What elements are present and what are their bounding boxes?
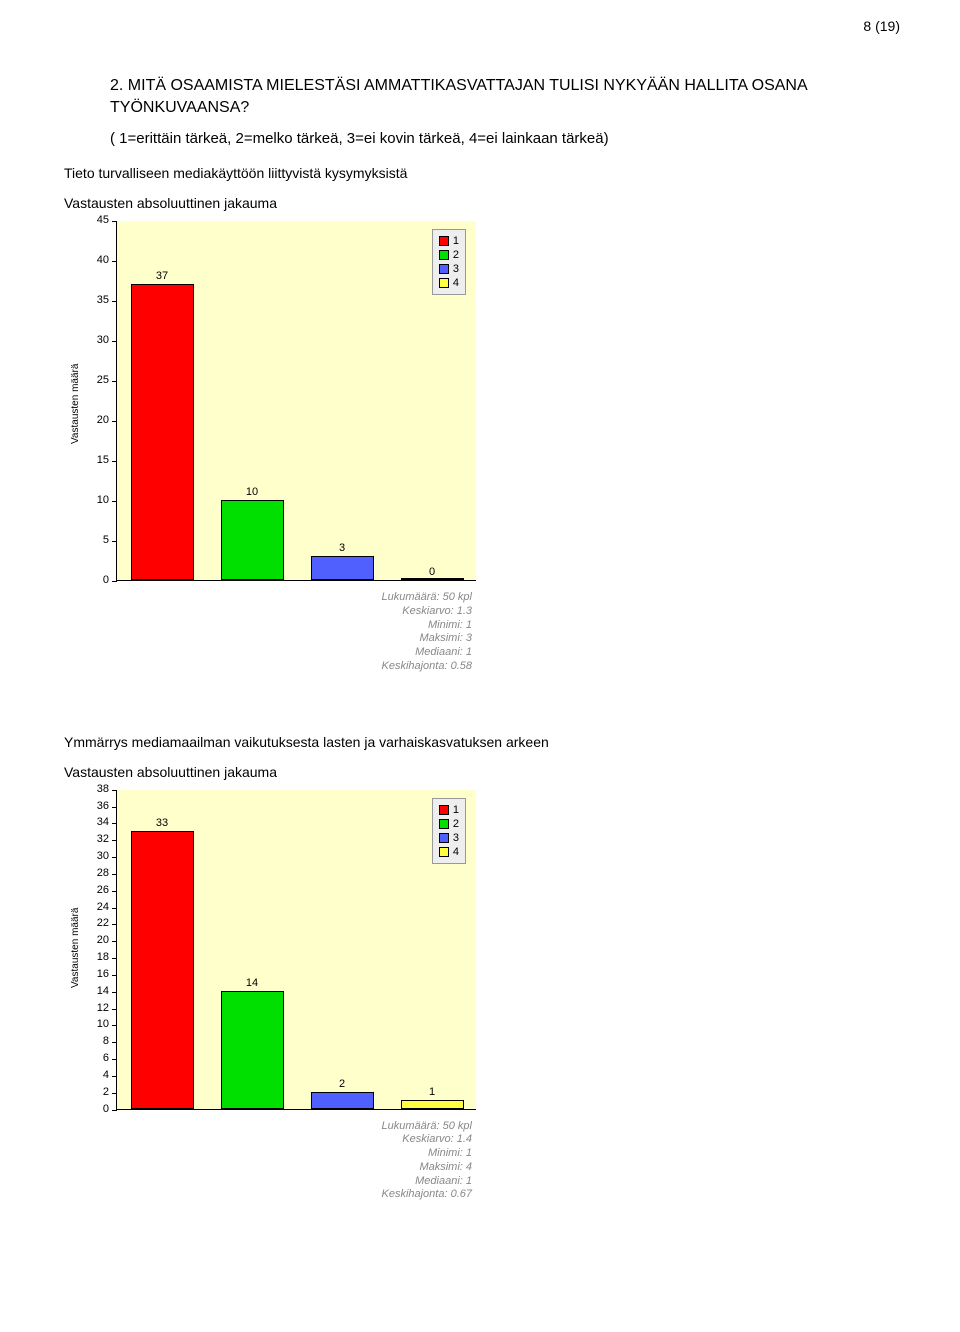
legend: 1 2 3 4 — [432, 798, 466, 864]
bar-3 — [311, 556, 374, 580]
legend-swatch — [439, 264, 449, 274]
legend-item: 1 — [439, 803, 459, 817]
bar-1 — [131, 284, 194, 580]
legend-item: 4 — [439, 845, 459, 859]
legend-label: 2 — [453, 249, 459, 261]
legend-item: 1 — [439, 234, 459, 248]
bar-value-label: 3 — [311, 542, 374, 554]
bar-4 — [401, 1100, 464, 1108]
legend-label: 1 — [453, 235, 459, 247]
bar-2 — [221, 991, 284, 1109]
y-axis-label: Vastausten määrä — [70, 908, 81, 988]
chart2-title: Ymmärrys mediamaailman vaikutuksesta las… — [64, 734, 900, 750]
y-axis-label: Vastausten määrä — [70, 364, 81, 444]
legend-label: 2 — [453, 818, 459, 830]
bar-value-label: 33 — [131, 817, 194, 829]
bar-value-label: 2 — [311, 1078, 374, 1090]
chart1-stats: Lukumäärä: 50 kplKeskiarvo: 1.3Minimi: 1… — [60, 591, 472, 674]
page-number: 8 (19) — [863, 18, 900, 34]
legend-item: 3 — [439, 262, 459, 276]
chart-plot-area: 0510152025303540453710301234 — [116, 221, 476, 581]
bar-value-label: 1 — [401, 1086, 464, 1098]
legend-swatch — [439, 236, 449, 246]
legend-swatch — [439, 847, 449, 857]
chart2-stats: Lukumäärä: 50 kplKeskiarvo: 1.4Minimi: 1… — [60, 1120, 472, 1203]
legend-swatch — [439, 805, 449, 815]
chart1-title: Tieto turvalliseen mediakäyttöön liittyv… — [64, 165, 900, 181]
legend-swatch — [439, 278, 449, 288]
legend-item: 2 — [439, 817, 459, 831]
chart2: 0246810121416182022242628303234363833142… — [64, 790, 476, 1110]
legend-swatch — [439, 250, 449, 260]
legend-label: 4 — [453, 277, 459, 289]
legend-item: 4 — [439, 276, 459, 290]
bar-value-label: 10 — [221, 486, 284, 498]
bar-2 — [221, 500, 284, 580]
legend-label: 3 — [453, 832, 459, 844]
bar-value-label: 0 — [401, 566, 464, 578]
bar-3 — [311, 1092, 374, 1109]
chart-plot-area: 0246810121416182022242628303234363833142… — [116, 790, 476, 1110]
legend-swatch — [439, 819, 449, 829]
legend-item: 3 — [439, 831, 459, 845]
scale-legend-text: ( 1=erittäin tärkeä, 2=melko tärkeä, 3=e… — [110, 130, 900, 147]
legend-item: 2 — [439, 248, 459, 262]
legend-label: 3 — [453, 263, 459, 275]
chart2-subtitle: Vastausten absoluuttinen jakauma — [64, 764, 900, 780]
chart1: 0510152025303540453710301234Vastausten m… — [64, 221, 476, 581]
legend-label: 4 — [453, 846, 459, 858]
bar-1 — [131, 831, 194, 1109]
legend-label: 1 — [453, 804, 459, 816]
legend-swatch — [439, 833, 449, 843]
bar-value-label: 37 — [131, 270, 194, 282]
legend: 1 2 3 4 — [432, 229, 466, 295]
bar-4 — [401, 578, 464, 580]
chart1-subtitle: Vastausten absoluuttinen jakauma — [64, 195, 900, 211]
question-heading: 2. MITÄ OSAAMISTA MIELESTÄSI AMMATTIKASV… — [110, 75, 900, 118]
bar-value-label: 14 — [221, 977, 284, 989]
